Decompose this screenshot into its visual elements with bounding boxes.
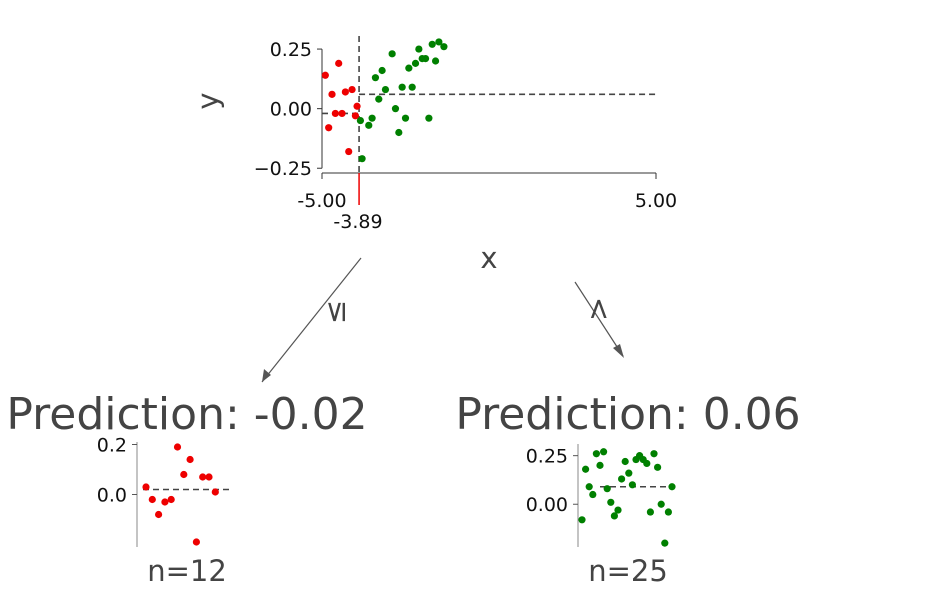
leaf-y-tick-label: 0.2 — [97, 435, 127, 457]
leaf-data-point — [199, 473, 207, 481]
root-feature-label: x — [480, 241, 497, 275]
leaf-data-point — [625, 469, 633, 477]
right-data-point — [375, 95, 383, 103]
root-split-plot: −0.25 0.00 0.25 -5.00 5.00 y — [191, 36, 677, 212]
leaf-data-point — [657, 500, 665, 508]
leaf-data-point — [585, 483, 593, 491]
right-data-point — [401, 114, 410, 122]
left-edge-arrowhead — [262, 369, 271, 382]
right-data-point — [356, 116, 365, 125]
leaf-data-point — [654, 463, 662, 471]
right-data-point — [365, 121, 373, 129]
leaf-data-point — [167, 495, 175, 504]
y-tick-label: 0.00 — [270, 99, 312, 121]
leaf-data-point — [646, 508, 655, 516]
left-data-point — [321, 71, 329, 79]
leaf-data-point — [668, 483, 676, 491]
right-edge-label: > — [581, 297, 615, 321]
right-data-point — [381, 85, 390, 94]
right-data-point — [425, 114, 433, 122]
right-data-point — [405, 64, 413, 72]
leaf-data-point — [600, 448, 608, 456]
left-edge-arrow — [261, 257, 362, 383]
right-data-point — [435, 38, 443, 46]
right-data-point — [411, 59, 420, 67]
right-data-point — [431, 57, 440, 65]
right-data-point — [440, 43, 448, 51]
left-data-point — [335, 59, 343, 67]
leaf-data-point — [614, 506, 622, 514]
left-data-point — [345, 147, 353, 156]
right-data-point — [421, 55, 430, 63]
right-data-point — [358, 155, 366, 163]
left-data-point — [338, 109, 346, 118]
leaf-y-tick-label: 0.00 — [526, 494, 568, 516]
leaf-data-point — [205, 473, 213, 481]
right-data-point — [395, 128, 403, 137]
leaf-data-point — [664, 508, 673, 516]
leaf-data-point — [186, 455, 194, 464]
right-data-point — [388, 50, 396, 58]
x-tick-label: 5.00 — [635, 190, 677, 212]
left-data-point — [331, 109, 339, 118]
right-edge-arrow — [574, 281, 624, 357]
right-data-point — [391, 105, 400, 113]
y-tick-label: −0.25 — [254, 158, 312, 180]
leaf-data-point — [618, 475, 626, 483]
left-edge-label: ≤ — [318, 300, 352, 324]
leaf-data-point — [180, 470, 188, 479]
threshold-label: -3.89 — [333, 211, 382, 233]
left-leaf-prediction: Prediction: -0.02 — [6, 389, 367, 440]
right-data-point — [428, 40, 436, 48]
leaf-data-point — [643, 459, 651, 468]
left-data-point — [328, 90, 336, 98]
leaf-data-point — [211, 488, 219, 496]
leaf-data-point — [578, 516, 586, 524]
leaf-data-point — [650, 450, 658, 458]
right-leaf-plot: 0.00 0.25 — [526, 444, 676, 547]
leaf-data-point — [589, 490, 597, 499]
leaf-data-point — [592, 450, 601, 458]
leaf-data-point — [173, 443, 182, 451]
left-leaf-plot: 0.0 0.2 — [97, 435, 233, 547]
leaf-data-point — [142, 483, 150, 491]
leaf-data-point — [621, 457, 629, 466]
leaf-data-point — [603, 485, 611, 493]
x-tick-label: -5.00 — [297, 190, 346, 212]
left-data-point — [353, 102, 361, 110]
right-leaf-prediction: Prediction: 0.06 — [455, 389, 800, 440]
right-data-point — [415, 45, 423, 53]
leaf-data-point — [161, 498, 169, 506]
right-data-point — [378, 66, 386, 75]
left-data-point — [325, 124, 333, 132]
right-data-point — [408, 83, 416, 91]
right-data-point — [371, 74, 380, 82]
leaf-data-point — [610, 512, 619, 520]
y-tick-label: 0.25 — [270, 39, 312, 61]
leaf-data-point — [192, 538, 200, 546]
left-data-point — [341, 88, 349, 96]
right-leaf-count: n=25 — [588, 554, 668, 588]
leaf-y-tick-label: 0.0 — [97, 485, 127, 507]
left-data-point — [348, 85, 356, 94]
leaf-data-point — [582, 465, 590, 473]
right-data-point — [398, 83, 406, 91]
y-axis-label: y — [191, 92, 225, 109]
left-leaf-count: n=12 — [147, 554, 227, 588]
leaf-data-point — [607, 498, 615, 506]
leaf-data-point — [628, 481, 637, 489]
leaf-data-point — [148, 495, 156, 504]
leaf-data-point — [661, 539, 669, 547]
left-data-point — [351, 112, 359, 120]
right-data-point — [368, 114, 376, 122]
right-edge-arrowhead — [613, 344, 624, 358]
leaf-data-point — [596, 461, 604, 469]
leaf-data-point — [155, 510, 163, 519]
leaf-y-tick-label: 0.25 — [526, 446, 568, 468]
